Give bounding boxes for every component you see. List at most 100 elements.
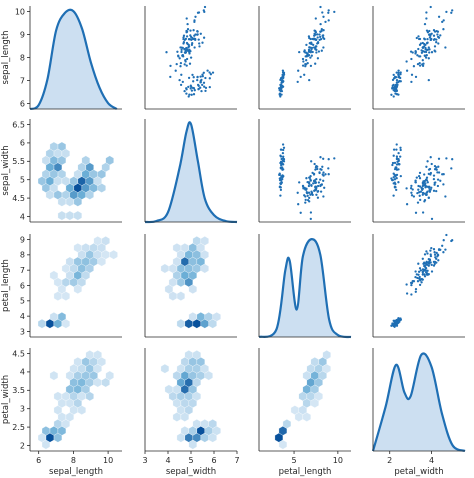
scatter-point	[437, 248, 441, 251]
x-tick-label: 10	[333, 456, 343, 465]
scatter-point	[199, 32, 202, 35]
hexbin-cell	[176, 318, 185, 329]
scatter-point	[315, 177, 318, 181]
scatter-point	[430, 162, 433, 166]
scatter-point	[316, 190, 319, 193]
hexbin-cell	[85, 190, 94, 200]
scatter-point	[430, 270, 434, 273]
scatter-point	[309, 174, 312, 178]
scatter-point	[317, 181, 321, 184]
scatter-point	[418, 267, 422, 270]
scatter-point	[429, 254, 433, 258]
hexbin-cell	[180, 398, 189, 408]
hexbin-cell	[180, 412, 189, 422]
scatter-point	[321, 173, 324, 176]
scatter-point	[312, 172, 316, 176]
scatter-point	[423, 38, 427, 41]
scatter-point	[421, 49, 425, 53]
scatter-point	[281, 84, 284, 87]
y-tick-label: 4	[20, 368, 25, 377]
scatter-point	[309, 64, 313, 68]
scatter-point	[192, 80, 195, 83]
scatter-point	[433, 253, 437, 256]
scatter-point	[395, 81, 399, 84]
scatter-point	[193, 20, 196, 24]
scatter-point	[316, 57, 320, 60]
hexbin-cell	[73, 243, 82, 253]
scatter-point	[190, 38, 193, 41]
scatter-point	[305, 187, 308, 190]
scatter-point	[198, 42, 201, 45]
scatter-point	[397, 317, 400, 320]
scatter-point	[450, 167, 453, 170]
hexbin-cell	[204, 370, 213, 381]
hexbin-cell	[160, 263, 170, 274]
scatter-point	[319, 30, 322, 33]
scatter-point	[327, 9, 330, 12]
scatter-point	[418, 283, 422, 287]
scatter-point	[417, 47, 420, 51]
scatter-point	[308, 182, 311, 185]
scatter-point	[397, 181, 400, 184]
scatter-point	[429, 34, 432, 37]
x-axis-label: sepal_length	[49, 467, 103, 477]
hexbin-cell	[188, 284, 197, 294]
scatter-point	[305, 59, 308, 62]
scatter-point	[442, 251, 445, 254]
scatter-point	[188, 50, 191, 53]
scatter-point	[391, 178, 394, 182]
scatter-point	[425, 29, 429, 32]
scatter-point	[395, 163, 399, 166]
scatter-point	[397, 151, 400, 155]
scatter-point	[398, 79, 401, 83]
scatter-point	[451, 158, 454, 161]
scatter-point	[416, 191, 419, 195]
hexbin-cell	[109, 249, 118, 260]
scatter-point	[199, 86, 202, 89]
kde-fill-sepal_length	[30, 9, 117, 110]
scatter-point	[181, 80, 184, 84]
scatter-point	[333, 10, 336, 14]
scatter-point	[421, 184, 424, 188]
scatter-point	[418, 55, 421, 58]
scatter-point	[399, 71, 402, 74]
y-axis-label: sepal_length	[1, 31, 11, 85]
scatter-point	[314, 186, 317, 189]
hexbin-cell	[310, 357, 319, 367]
scatter-point	[281, 75, 285, 78]
x-tick-label: 4	[429, 456, 434, 465]
scatter-point	[174, 69, 177, 72]
scatter-point	[394, 84, 397, 87]
scatter-point	[185, 17, 188, 20]
scatter-point	[429, 173, 432, 176]
scatter-point	[309, 56, 312, 59]
scatter-point	[417, 270, 421, 273]
scatter-point	[314, 17, 317, 20]
scatter-point	[303, 194, 306, 197]
scatter-point	[186, 22, 189, 26]
scatter-point	[201, 83, 204, 87]
scatter-point	[281, 159, 285, 162]
scatter-point	[321, 11, 324, 14]
scatter-point	[315, 45, 318, 48]
scatter-point	[445, 233, 448, 237]
y-axis-label: petal_width	[1, 375, 11, 424]
scatter-point	[182, 36, 185, 39]
scatter-point	[393, 161, 397, 165]
scatter-point	[199, 81, 202, 84]
scatter-point	[429, 5, 432, 9]
scatter-point	[309, 51, 312, 54]
scatter-point	[399, 155, 402, 158]
scatter-point	[187, 76, 191, 80]
hexbin-cell	[200, 236, 209, 246]
scatter-point	[421, 64, 425, 68]
scatter-point	[397, 159, 400, 162]
scatter-point	[313, 179, 316, 182]
scatter-point	[427, 273, 430, 276]
hexbin-cell	[105, 370, 114, 381]
scatter-point	[432, 34, 436, 37]
scatter-point	[298, 50, 301, 54]
scatter-point	[193, 34, 196, 37]
